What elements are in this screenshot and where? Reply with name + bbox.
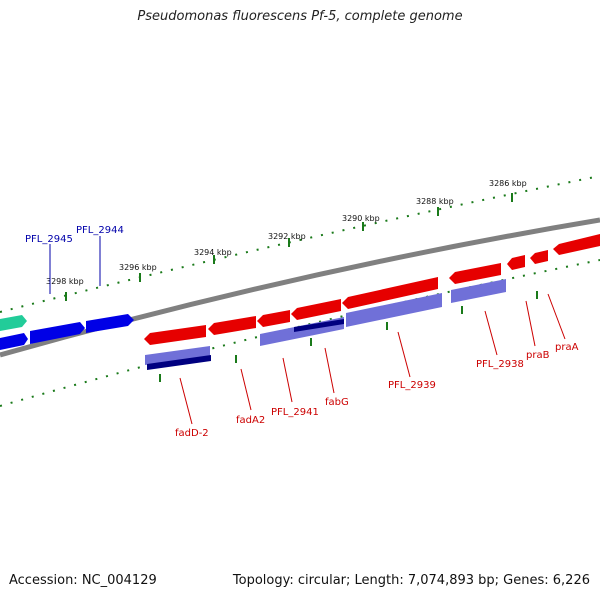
scale-ticks bbox=[65, 193, 513, 301]
gene-label-pfl2939: PFL_2939 bbox=[388, 380, 436, 391]
scale-label: 3294 kbp bbox=[194, 248, 232, 257]
feature-box bbox=[147, 355, 211, 370]
scale-label: 3292 kbp bbox=[268, 232, 306, 241]
feature-box bbox=[346, 293, 442, 327]
gene-label-pfl2945: PFL_2945 bbox=[25, 234, 73, 245]
scale-labels: 3286 kbp 3288 kbp 3290 kbp 3292 kbp 3294… bbox=[46, 179, 527, 286]
gene-arrow bbox=[449, 263, 501, 284]
genome-summary-text: Topology: circular; Length: 7,074,893 bp… bbox=[232, 573, 590, 588]
gene-label-fadA2: fadA2 bbox=[236, 415, 265, 426]
gene-arrow bbox=[0, 315, 27, 331]
gene-arrow bbox=[291, 299, 341, 320]
genome-backbone bbox=[0, 217, 600, 358]
accession-text: Accession: NC_004129 bbox=[9, 573, 157, 588]
cds-features bbox=[145, 279, 506, 370]
scale-label: 3288 kbp bbox=[416, 197, 454, 206]
gene-arrow bbox=[257, 310, 290, 327]
scale-label: 3296 kbp bbox=[119, 263, 157, 272]
feature-box bbox=[451, 279, 506, 303]
gene-label-fabG: fabG bbox=[325, 397, 349, 408]
gene-arrow bbox=[144, 325, 206, 345]
gene-arrow bbox=[86, 314, 134, 333]
scale-label: 3298 kbp bbox=[46, 277, 84, 286]
gene-label-fadD2: fadD-2 bbox=[175, 428, 209, 439]
inner-tick-track bbox=[0, 259, 600, 407]
gene-arrow bbox=[208, 316, 256, 335]
map-title: Pseudomonas fluorescens Pf-5, complete g… bbox=[137, 9, 463, 24]
label-leaders bbox=[49, 236, 566, 425]
scale-label: 3290 kbp bbox=[342, 214, 380, 223]
gene-labels: PFL_2945 PFL_2944 fadD-2 fadA2 PFL_2941 … bbox=[25, 225, 579, 439]
gene-arrow bbox=[553, 234, 600, 255]
gene-label-pfl2938: PFL_2938 bbox=[476, 359, 524, 370]
feature-box bbox=[145, 346, 210, 365]
gene-arrow bbox=[507, 255, 525, 270]
gene-arrow bbox=[0, 333, 28, 350]
gene-label-pfl2944: PFL_2944 bbox=[76, 225, 124, 236]
feature-box bbox=[294, 319, 344, 332]
scale-label: 3286 kbp bbox=[489, 179, 527, 188]
gene-label-praB: praB bbox=[526, 350, 550, 361]
reverse-genes bbox=[144, 234, 600, 345]
gene-arrow bbox=[342, 277, 438, 309]
forward-genes bbox=[0, 314, 134, 350]
gene-arrow bbox=[530, 250, 548, 264]
gene-arrow bbox=[30, 322, 85, 344]
gene-label-praA: praA bbox=[555, 342, 579, 353]
gene-label-pfl2941: PFL_2941 bbox=[271, 407, 319, 418]
outer-tick-track bbox=[0, 175, 600, 313]
